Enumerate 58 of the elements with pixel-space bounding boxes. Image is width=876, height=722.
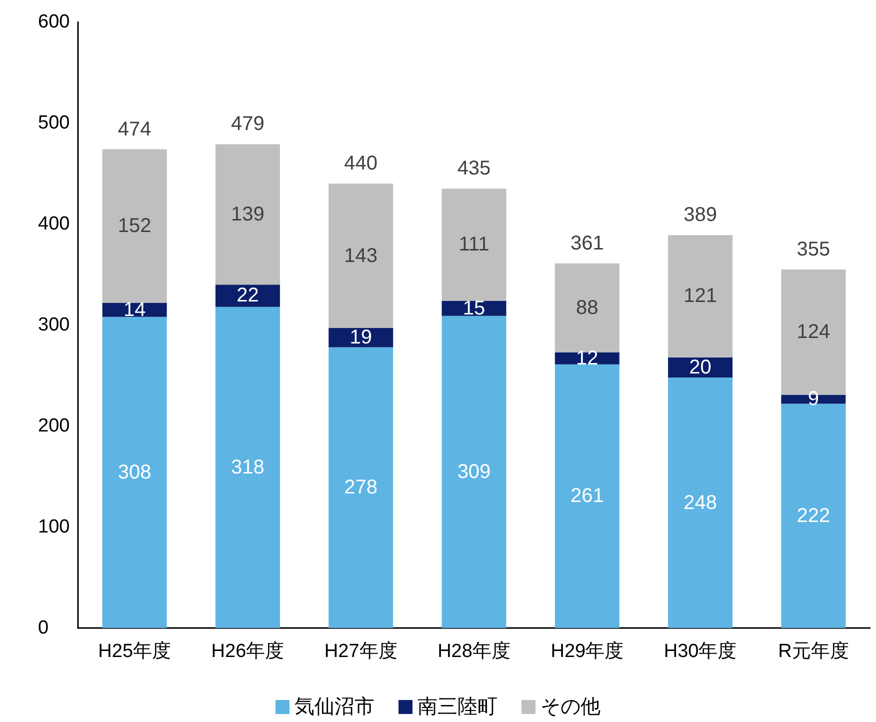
bar <box>215 284 280 307</box>
data-label: 121 <box>684 285 717 308</box>
bar <box>328 347 394 628</box>
bar <box>102 149 167 303</box>
data-label: 139 <box>231 203 264 226</box>
total-label: 389 <box>684 204 717 226</box>
data-label: 14 <box>123 298 146 321</box>
x-tick-label: H28年度 <box>438 640 510 662</box>
data-label: 19 <box>350 326 372 349</box>
data-label: 308 <box>118 461 152 484</box>
y-tick-label: 600 <box>38 12 70 32</box>
data-label: 278 <box>344 476 378 499</box>
total-label: 474 <box>118 118 152 140</box>
x-tick-label: H30年度 <box>664 640 737 662</box>
total-label: 355 <box>796 238 830 260</box>
total-label: 435 <box>457 158 491 180</box>
bar <box>668 235 733 358</box>
x-tick-label: H29年度 <box>550 640 624 662</box>
legend-label: 気仙沼市 <box>294 696 374 718</box>
data-label: 12 <box>576 347 598 370</box>
total-label: 361 <box>570 232 604 254</box>
bar <box>554 263 620 352</box>
data-label: 222 <box>796 504 830 527</box>
data-label: 318 <box>231 456 264 478</box>
data-label: 261 <box>570 485 604 508</box>
bar <box>215 144 280 285</box>
bar <box>102 316 167 628</box>
bar <box>442 316 506 628</box>
legend-label: その他 <box>540 696 600 718</box>
y-tick-label: 200 <box>38 416 70 436</box>
data-label: 111 <box>458 234 490 256</box>
data-label: 248 <box>684 492 717 514</box>
bar <box>442 188 506 301</box>
data-label: 124 <box>796 321 830 344</box>
data-label: 309 <box>457 460 491 483</box>
total-label: 440 <box>344 152 378 175</box>
bar <box>215 306 280 628</box>
y-tick-label: 300 <box>38 314 70 336</box>
legend-label: 南三陸町 <box>418 696 498 718</box>
y-tick-label: 0 <box>38 618 49 638</box>
bar <box>668 378 733 628</box>
data-label: 152 <box>118 215 152 238</box>
bar <box>328 184 394 328</box>
x-tick-label: H27年度 <box>324 640 398 662</box>
data-label: 88 <box>576 296 598 319</box>
x-tick-label: H25年度 <box>98 640 171 662</box>
x-tick-label: H26年度 <box>211 640 284 662</box>
y-tick-label: 500 <box>38 112 70 134</box>
data-label: 15 <box>462 297 486 320</box>
data-label: 20 <box>689 356 712 378</box>
data-label: 22 <box>236 284 259 307</box>
x-tick-label: R元年度 <box>778 640 849 662</box>
y-tick-label: 400 <box>38 214 70 234</box>
bar <box>554 364 620 628</box>
data-label: 143 <box>344 244 378 267</box>
total-label: 479 <box>231 113 264 136</box>
bar <box>781 404 846 628</box>
y-tick-label: 100 <box>38 516 70 538</box>
